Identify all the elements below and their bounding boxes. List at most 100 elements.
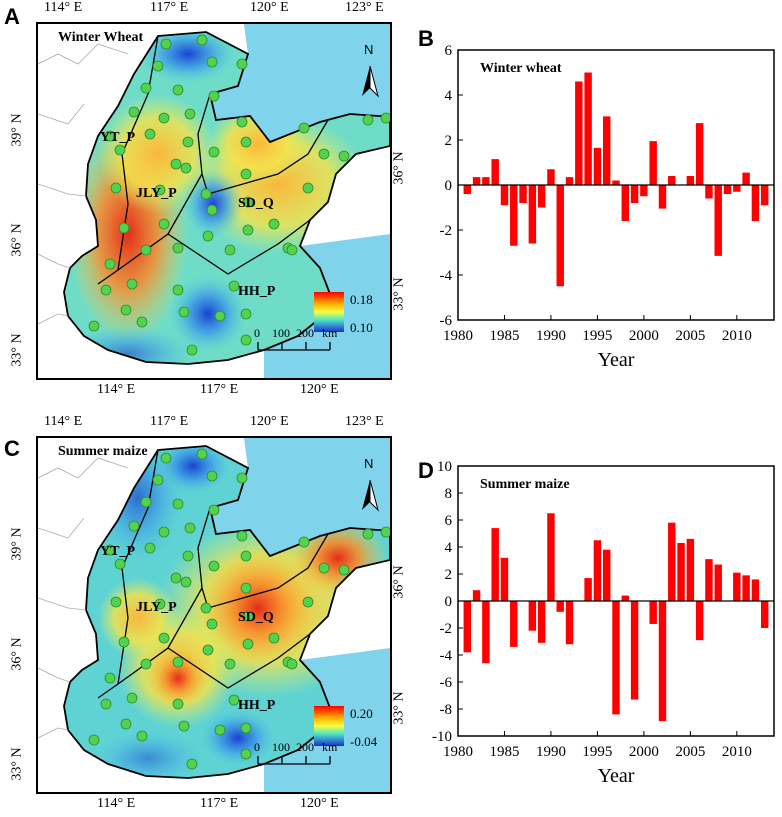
bar	[537, 185, 546, 208]
region-label-yt: YT_P	[100, 544, 135, 559]
bar	[463, 601, 472, 653]
bar	[649, 601, 657, 624]
chart-title: Winter wheat	[480, 61, 562, 76]
y-tick-label: 8	[445, 486, 453, 502]
lon-tick-top: 117° E	[150, 0, 189, 15]
bar	[528, 185, 537, 244]
y-tick-label: 4	[445, 540, 453, 556]
legend-min-label: 0.10	[350, 320, 373, 335]
bar	[668, 176, 676, 185]
bar	[695, 123, 704, 185]
region-label-sd: SD_Q	[238, 610, 274, 625]
bar	[565, 177, 574, 185]
bar	[537, 601, 546, 643]
bar	[705, 185, 713, 199]
bar	[686, 538, 695, 601]
scale-label: km	[322, 740, 338, 754]
y-tick-label: -2	[440, 621, 453, 637]
bar	[658, 601, 667, 722]
lat-tick-left: 33° N	[9, 333, 25, 367]
north-arrow	[362, 65, 379, 98]
lon-tick-bottom: 114° E	[97, 382, 136, 397]
y-tick-label: 2	[445, 567, 453, 583]
bar	[547, 513, 555, 601]
scale-label: 200	[296, 740, 314, 754]
y-tick-label: -4	[440, 648, 453, 664]
lon-tick-bottom: 114° E	[97, 796, 136, 811]
lon-tick-bottom: 120° E	[300, 796, 339, 811]
lon-tick-top: 120° E	[250, 0, 289, 15]
scale-bar	[257, 756, 331, 765]
scale-bar	[257, 342, 331, 351]
bar	[760, 601, 769, 628]
bar	[556, 185, 564, 287]
y-tick-label: 6	[445, 513, 453, 529]
bar-chart-summer-maize: -10 -8 -6 -4 -2 0 2 4 6 8 10 1980 1985 1990 1995 2000 20…	[432, 460, 775, 787]
bar	[519, 185, 527, 203]
region-label-hh: HH_P	[238, 284, 276, 299]
lon-tick-top: 114° E	[44, 0, 83, 15]
bar	[612, 180, 620, 185]
map-title: Summer maize	[58, 444, 148, 459]
bar	[695, 601, 704, 641]
region-label-yt: YT_P	[100, 130, 135, 145]
legend-min-label: -0.04	[350, 734, 378, 749]
y-tick-label: -4	[440, 268, 453, 284]
bar	[472, 590, 481, 601]
x-tick-label: 1985	[489, 744, 519, 760]
panel-letter-c: C	[4, 436, 20, 461]
bar	[547, 169, 555, 185]
lat-tick-right: 33° N	[391, 277, 407, 311]
lon-tick-bottom: 117° E	[200, 382, 239, 397]
bar	[584, 578, 592, 601]
x-tick-label: 1990	[536, 328, 566, 344]
bar	[463, 185, 472, 194]
bar	[528, 601, 537, 631]
x-tick-label: 2005	[675, 328, 705, 344]
lon-tick-bottom: 120° E	[300, 382, 339, 397]
lon-tick-top: 120° E	[250, 414, 289, 429]
bar	[500, 185, 509, 206]
bar	[575, 81, 583, 185]
scale-label: 0	[254, 326, 260, 340]
map-canvas-maize	[38, 438, 390, 792]
region-label-jly: JLY_P	[136, 186, 177, 201]
bar	[491, 159, 499, 185]
y-tick-label: 10	[437, 460, 452, 475]
region-label-jly: JLY_P	[136, 600, 177, 615]
bar	[742, 575, 750, 601]
x-tick-label: 1995	[582, 328, 612, 344]
subregion-boundary	[167, 633, 311, 689]
bar	[482, 177, 490, 185]
y-tick-label: 4	[445, 88, 453, 104]
y-tick-label: -6	[440, 675, 453, 691]
bar	[742, 172, 750, 185]
scale-label: 100	[272, 326, 290, 340]
bar	[649, 141, 657, 185]
lat-tick-left: 36° N	[9, 637, 25, 671]
bar	[621, 595, 630, 601]
chart-title: Summer maize	[480, 477, 570, 492]
map-frame: Winter Wheat YT_P JLY_P SD_Q HH_P N 0.18…	[36, 22, 392, 380]
bar	[510, 601, 518, 647]
x-tick-label: 1980	[443, 328, 473, 344]
station-markers	[88, 34, 390, 356]
panel-letter-d: D	[418, 458, 434, 483]
bar	[602, 549, 611, 601]
sea-area	[210, 438, 390, 556]
lon-tick-top: 123° E	[345, 0, 384, 15]
bar	[602, 116, 611, 185]
bar	[714, 185, 722, 256]
map-canvas-wheat	[38, 24, 390, 378]
x-tick-label: 2010	[722, 744, 752, 760]
x-tick-label: 2000	[629, 744, 659, 760]
y-tick-label: -6	[440, 313, 453, 329]
y-tick-label: 2	[445, 133, 453, 149]
map-frame: Summer maize YT_P JLY_P SD_Q HH_P N 0.20…	[36, 436, 392, 794]
bar	[472, 177, 481, 185]
bar	[556, 601, 564, 612]
bar-chart-winter-wheat: -6 -4 -2 0 2 4 6 1980 1985 1990 1995 2000 2005 2010 Wi…	[440, 44, 775, 371]
lat-tick-right: 36° N	[391, 565, 407, 599]
bar	[630, 185, 639, 203]
bar	[668, 522, 676, 601]
